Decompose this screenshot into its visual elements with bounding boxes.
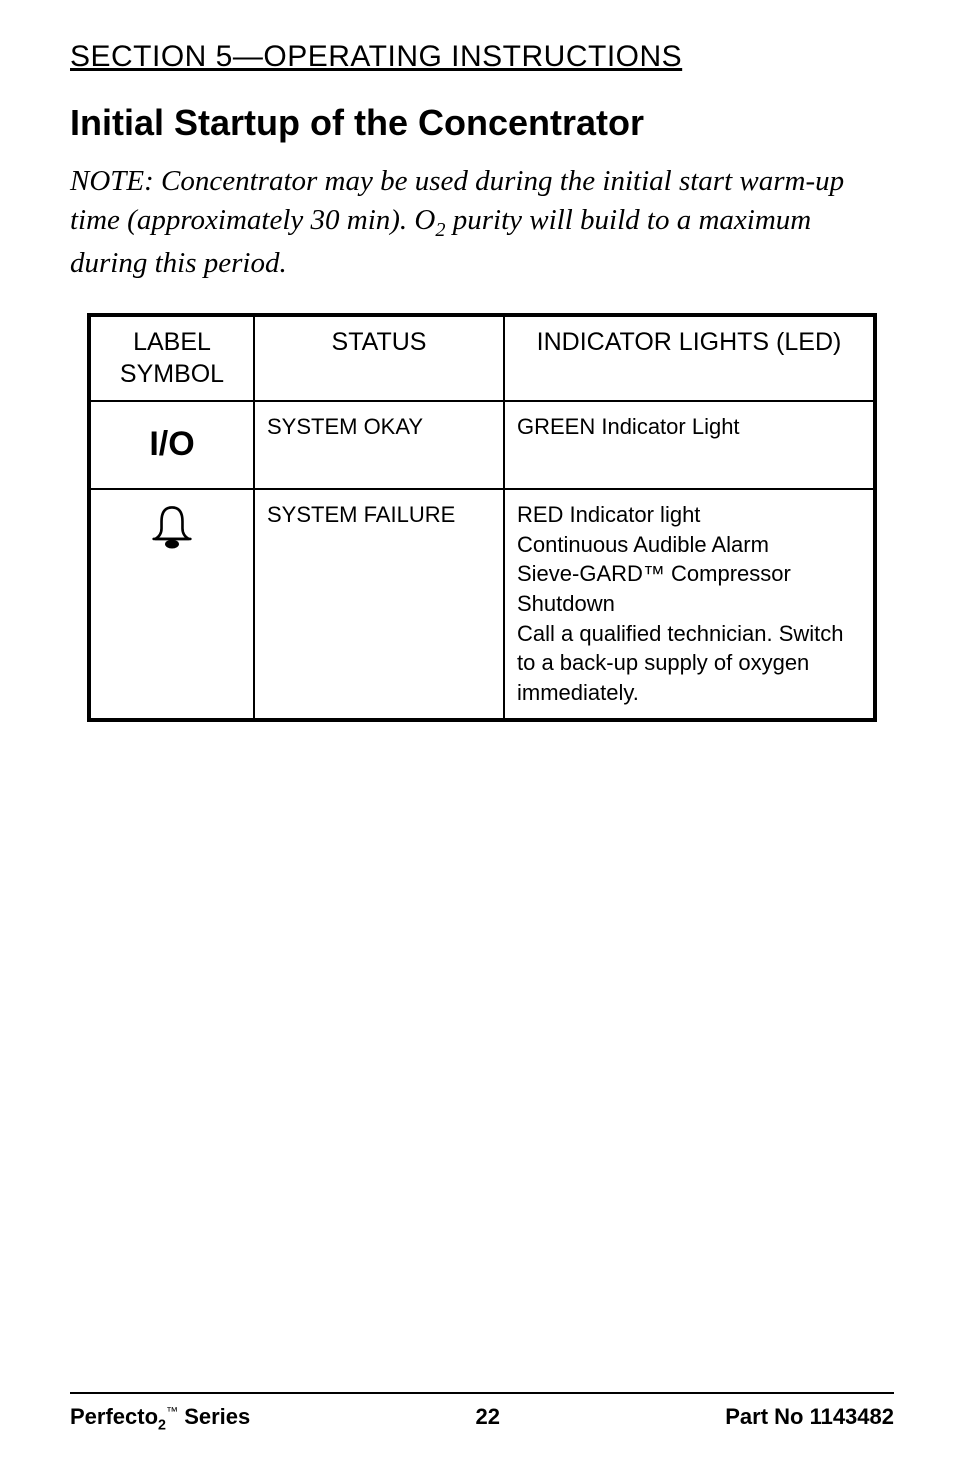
header-status: STATUS xyxy=(254,315,504,401)
footer-series: Series xyxy=(178,1404,250,1429)
footer-part-number: Part No 1143482 xyxy=(725,1404,894,1433)
footer-left: Perfecto2™ Series xyxy=(70,1404,250,1433)
table-header-row: LABEL SYMBOL STATUS INDICATOR LIGHTS (LE… xyxy=(89,315,875,401)
table-row: SYSTEM FAILURE RED Indicator light Conti… xyxy=(89,489,875,720)
page-title: Initial Startup of the Concentrator xyxy=(70,102,894,144)
bell-symbol-cell xyxy=(89,489,254,720)
indicator-green: GREEN Indicator Light xyxy=(504,401,875,489)
bell-icon xyxy=(150,504,194,552)
header-label: LABEL SYMBOL xyxy=(89,315,254,401)
note-subscript: 2 xyxy=(435,219,445,241)
table-row: I/O SYSTEM OKAY GREEN Indicator Light xyxy=(89,401,875,489)
page-footer: Perfecto2™ Series 22 Part No 1143482 xyxy=(70,1392,894,1433)
status-failure: SYSTEM FAILURE xyxy=(254,489,504,720)
ind-line: Continuous Audible Alarm xyxy=(517,530,861,560)
footer-product: Perfecto xyxy=(70,1404,158,1429)
ind-line: RED Indicator light xyxy=(517,500,861,530)
status-okay: SYSTEM OKAY xyxy=(254,401,504,489)
section-header: SECTION 5—OPERATING INSTRUCTIONS xyxy=(70,40,894,74)
io-symbol: I/O xyxy=(89,401,254,489)
ind-line: Sieve-GARD™ Compressor Shutdown xyxy=(517,559,861,618)
ind-line: Call a qualified technician. Switch to a… xyxy=(517,619,861,708)
header-indicator: INDICATOR LIGHTS (LED) xyxy=(504,315,875,401)
status-table: LABEL SYMBOL STATUS INDICATOR LIGHTS (LE… xyxy=(87,313,877,721)
footer-sub: 2 xyxy=(158,1417,166,1433)
footer-tm: ™ xyxy=(166,1404,178,1418)
note-text: NOTE: Concentrator may be used during th… xyxy=(70,162,894,283)
indicator-red: RED Indicator light Continuous Audible A… xyxy=(504,489,875,720)
footer-page-number: 22 xyxy=(476,1404,500,1433)
